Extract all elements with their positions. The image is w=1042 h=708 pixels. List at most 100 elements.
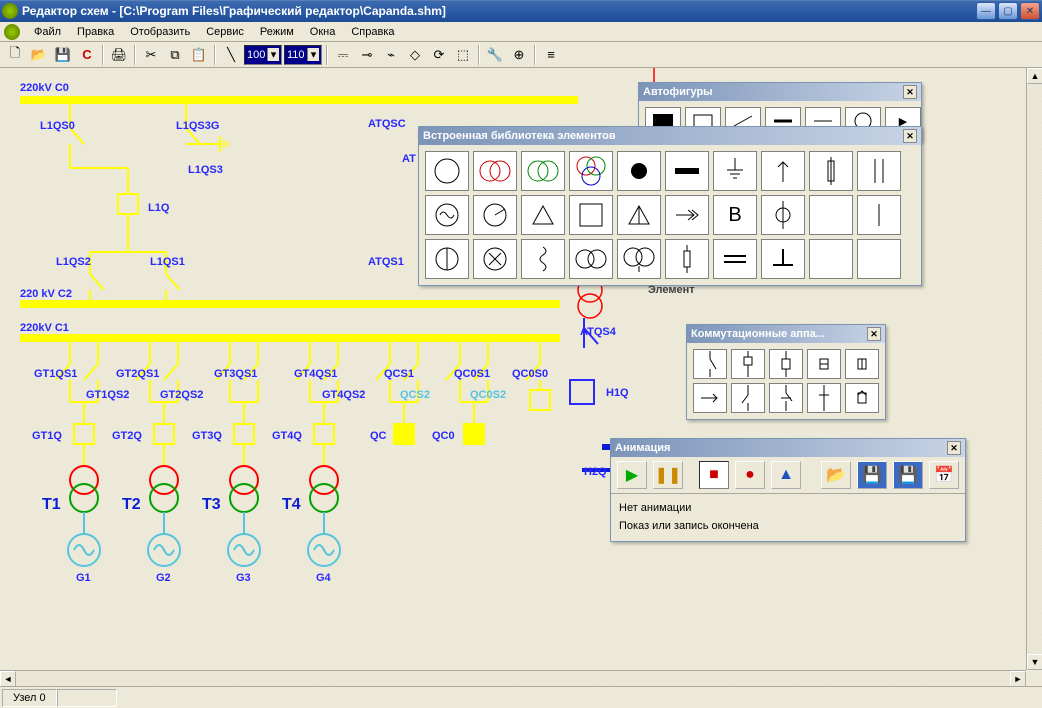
sym-bar[interactable] — [665, 151, 709, 191]
tb-tool9-icon[interactable]: ≡ — [540, 44, 562, 66]
sw-breaker1[interactable] — [731, 349, 765, 379]
anim-eject-icon[interactable]: ▲ — [771, 461, 801, 489]
sym-circle[interactable] — [425, 151, 469, 191]
sym-blank3[interactable] — [857, 239, 901, 279]
sym-blank2[interactable] — [809, 239, 853, 279]
sw-breaker2[interactable] — [769, 349, 803, 379]
minimize-button[interactable]: — — [976, 2, 996, 20]
tb-line-icon[interactable]: ╲ — [220, 44, 242, 66]
tb-new-icon[interactable]: 🗋 — [4, 44, 26, 66]
sym-trans-green[interactable] — [521, 151, 565, 191]
sym-ground[interactable] — [713, 151, 757, 191]
sym-arrow-up[interactable] — [761, 151, 805, 191]
sym-trans3[interactable] — [569, 151, 613, 191]
tb-save-icon[interactable]: 💾 — [52, 44, 74, 66]
tb-print-icon[interactable]: 🖨 — [108, 44, 130, 66]
sym-resistor[interactable] — [665, 239, 709, 279]
sw-disc3[interactable] — [769, 383, 803, 413]
sw-disc5[interactable] — [845, 383, 879, 413]
sym-motor[interactable] — [473, 195, 517, 235]
sym-trans-red[interactable] — [473, 151, 517, 191]
sw-disc4[interactable] — [807, 383, 841, 413]
tb-tool3-icon[interactable]: ⌁ — [380, 44, 402, 66]
sw-breaker4[interactable] — [845, 349, 879, 379]
menu-edit[interactable]: Правка — [69, 24, 122, 40]
label-qc0s2: QC0S2 — [470, 389, 506, 401]
sw-disc2[interactable] — [731, 383, 765, 413]
status-cell-1: Узел 0 — [2, 689, 57, 707]
sym-star-box[interactable] — [569, 195, 613, 235]
sym-line-up[interactable] — [857, 195, 901, 235]
anim-calendar-icon[interactable]: 📅 — [929, 461, 959, 489]
tb-refresh-icon[interactable]: C — [76, 44, 98, 66]
sw-arrow[interactable] — [693, 383, 727, 413]
palette-animation[interactable]: Анимация✕ ▶ ❚❚ ■ ● ▲ 📂 💾 💾 📅 Нет анимаци… — [610, 438, 966, 542]
sym-dot[interactable] — [617, 151, 661, 191]
anim-play-icon[interactable]: ▶ — [617, 461, 647, 489]
sym-delta[interactable] — [521, 195, 565, 235]
palette-library-close-icon[interactable]: ✕ — [903, 129, 917, 143]
tb-zoom2[interactable]: 110▾ — [284, 45, 322, 65]
sym-b[interactable]: B — [713, 195, 757, 235]
sw-breaker3[interactable] — [807, 349, 841, 379]
sw-disc[interactable] — [693, 349, 727, 379]
sym-coil[interactable] — [521, 239, 565, 279]
scroll-up-icon[interactable]: ▲ — [1027, 68, 1042, 84]
vertical-scrollbar[interactable]: ▲ ▼ — [1026, 68, 1042, 670]
palette-library-title: Встроенная библиотека элементов — [423, 130, 616, 142]
tb-cut-icon[interactable]: ✂ — [140, 44, 162, 66]
close-button[interactable]: ✕ — [1020, 2, 1040, 20]
horizontal-scrollbar[interactable]: ◄ ► — [0, 670, 1026, 686]
tb-copy-icon[interactable]: ⧉ — [164, 44, 186, 66]
sym-arrow2[interactable] — [665, 195, 709, 235]
tb-tool6-icon[interactable]: ⬚ — [452, 44, 474, 66]
sym-cap[interactable] — [713, 239, 757, 279]
sym-fuse[interactable] — [809, 151, 853, 191]
menu-file[interactable]: Файл — [26, 24, 69, 40]
sym-blank1[interactable] — [809, 195, 853, 235]
tb-tool7-icon[interactable]: 🔧 — [484, 44, 506, 66]
anim-open-icon[interactable]: 📂 — [821, 461, 851, 489]
palette-animation-close-icon[interactable]: ✕ — [947, 441, 961, 455]
menu-help[interactable]: Справка — [343, 24, 402, 40]
scroll-right-icon[interactable]: ► — [1010, 671, 1026, 686]
palette-animation-title: Анимация — [615, 442, 670, 454]
tb-open-icon[interactable]: 📂 — [28, 44, 50, 66]
restore-button[interactable]: ▢ — [998, 2, 1018, 20]
tb-paste-icon[interactable]: 📋 — [188, 44, 210, 66]
sym-vsrc[interactable] — [425, 239, 469, 279]
anim-pause-icon[interactable]: ❚❚ — [653, 461, 683, 489]
scroll-left-icon[interactable]: ◄ — [0, 671, 16, 686]
palette-switchgear-close-icon[interactable]: ✕ — [867, 327, 881, 341]
tb-zoom1[interactable]: 100▾ — [244, 45, 282, 65]
sym-delta2[interactable] — [617, 195, 661, 235]
scroll-down-icon[interactable]: ▼ — [1027, 654, 1042, 670]
sym-phi[interactable] — [761, 195, 805, 235]
palette-switchgear[interactable]: Коммутационные аппа...✕ — [686, 324, 886, 420]
sym-cap-v[interactable] — [857, 151, 901, 191]
menu-windows[interactable]: Окна — [302, 24, 344, 40]
anim-record-icon[interactable]: ● — [735, 461, 765, 489]
label-h1q: H1Q — [606, 387, 629, 399]
sym-ground2[interactable] — [761, 239, 805, 279]
label-gt1qs2: GT1QS2 — [86, 389, 129, 401]
menu-service[interactable]: Сервис — [198, 24, 252, 40]
sym-twin[interactable] — [569, 239, 613, 279]
anim-stop-icon[interactable]: ■ — [699, 461, 729, 489]
palette-autoshapes-close-icon[interactable]: ✕ — [903, 85, 917, 99]
tb-tool5-icon[interactable]: ⟳ — [428, 44, 450, 66]
label-gt1q: GT1Q — [32, 430, 62, 442]
sym-ct[interactable] — [473, 239, 517, 279]
anim-save-icon[interactable]: 💾 — [857, 461, 887, 489]
tb-tool1-icon[interactable]: ⎓ — [332, 44, 354, 66]
sym-twin-ground[interactable] — [617, 239, 661, 279]
tb-tool8-icon[interactable]: ⊕ — [508, 44, 530, 66]
anim-saveall-icon[interactable]: 💾 — [893, 461, 923, 489]
label-gt1qs1: GT1QS1 — [34, 368, 77, 380]
sym-source[interactable] — [425, 195, 469, 235]
palette-library[interactable]: Встроенная библиотека элементов ✕ — [418, 126, 922, 286]
tb-tool2-icon[interactable]: ⊸ — [356, 44, 378, 66]
menu-mode[interactable]: Режим — [252, 24, 302, 40]
menu-view[interactable]: Отобразить — [122, 24, 198, 40]
tb-tool4-icon[interactable]: ◇ — [404, 44, 426, 66]
